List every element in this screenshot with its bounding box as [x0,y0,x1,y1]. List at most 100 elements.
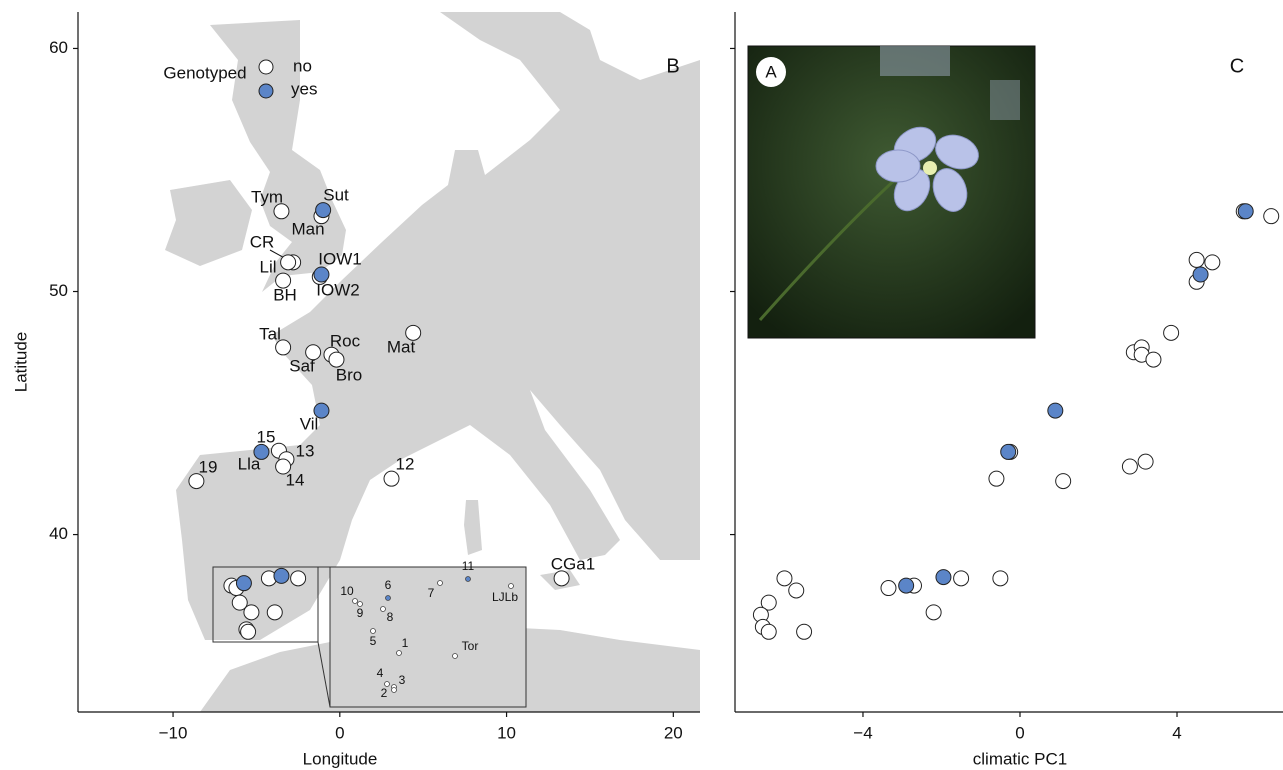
point [880,580,897,597]
inset-dot [452,653,458,659]
panel-label: C [1230,55,1244,77]
inset-dot [385,595,391,601]
inset-label: LJLb [492,590,518,604]
x-tick-label: 20 [664,723,683,742]
inset-label: 7 [428,586,435,600]
inset-label: 8 [387,610,394,624]
point-label: IOW1 [318,249,361,268]
inset-label: 10 [340,584,354,598]
legend-label: yes [291,79,317,98]
point [315,202,332,219]
inset-dot [357,601,363,607]
point [266,604,283,621]
legend-title: Genotyped [163,63,246,82]
point [776,570,793,587]
legend-label: no [293,56,312,75]
point-label: Sut [323,185,349,204]
inset-dot [380,606,386,612]
point [405,324,422,341]
point [290,570,307,587]
point [796,623,813,640]
point [1121,458,1138,475]
inset-dot [437,580,443,586]
point-label: Saf [289,356,315,375]
point-label: CR [250,232,275,251]
point [240,623,257,640]
point-label: Tal [259,324,281,343]
panel-label: B [666,55,679,77]
point [273,203,290,220]
point-label: Tym [251,187,283,206]
point [1137,453,1154,470]
x-tick-label: 0 [1015,723,1024,742]
point [1192,266,1209,283]
point [1145,351,1162,368]
point [275,339,292,356]
x-tick-label: 0 [335,723,344,742]
y-axis-label: Latitude [11,332,30,393]
point [898,577,915,594]
point [383,470,400,487]
point [1188,251,1205,268]
point [988,470,1005,487]
y-tick-label: 40 [49,524,68,543]
point [953,570,970,587]
point [305,344,322,361]
point-label: Mat [387,337,416,356]
panel-label: A [765,62,777,81]
inset-label: 4 [377,666,384,680]
point [235,575,252,592]
inset-dot [396,650,402,656]
inset-dot [391,687,397,693]
point [925,604,942,621]
inset-label: 5 [370,634,377,648]
point-label: Vil [300,414,319,433]
x-axis-label: Longitude [303,749,378,768]
photo: A [747,45,1036,339]
inset-label: 2 [381,686,388,700]
point [275,272,292,289]
point [313,402,330,419]
map [78,12,700,712]
point-label: Man [291,219,324,238]
point [1000,443,1017,460]
inset-label: 11 [462,559,475,573]
point [231,594,248,611]
point-label: 13 [296,441,315,460]
inset-dot [370,628,376,634]
point [1163,324,1180,341]
inset-dot [465,576,471,582]
y-tick-label: 50 [49,281,68,300]
point [253,443,270,460]
point [1204,254,1221,271]
point [553,570,570,587]
point-label: 19 [199,457,218,476]
point [328,351,345,368]
inset-label: Tor [462,639,479,653]
point [313,266,330,283]
inset-label: 9 [357,606,364,620]
x-tick-label: 10 [497,723,516,742]
point [188,473,205,490]
x-tick-label: −10 [159,723,188,742]
point-label: Lil [259,257,276,276]
point [935,569,952,586]
x-axis-label: climatic PC1 [973,749,1067,768]
point [275,458,292,475]
inset-dot [508,583,514,589]
point [760,594,777,611]
legend-marker [258,59,274,75]
point [273,567,290,584]
point-label: Lla [238,454,261,473]
x-tick-label: −4 [853,723,872,742]
point [1263,208,1280,225]
point [280,254,297,271]
point [760,623,777,640]
point [992,570,1009,587]
inset-label: 3 [399,673,406,687]
point-label: CGa1 [551,554,595,573]
point [1237,203,1254,220]
point [243,604,260,621]
point [788,582,805,599]
